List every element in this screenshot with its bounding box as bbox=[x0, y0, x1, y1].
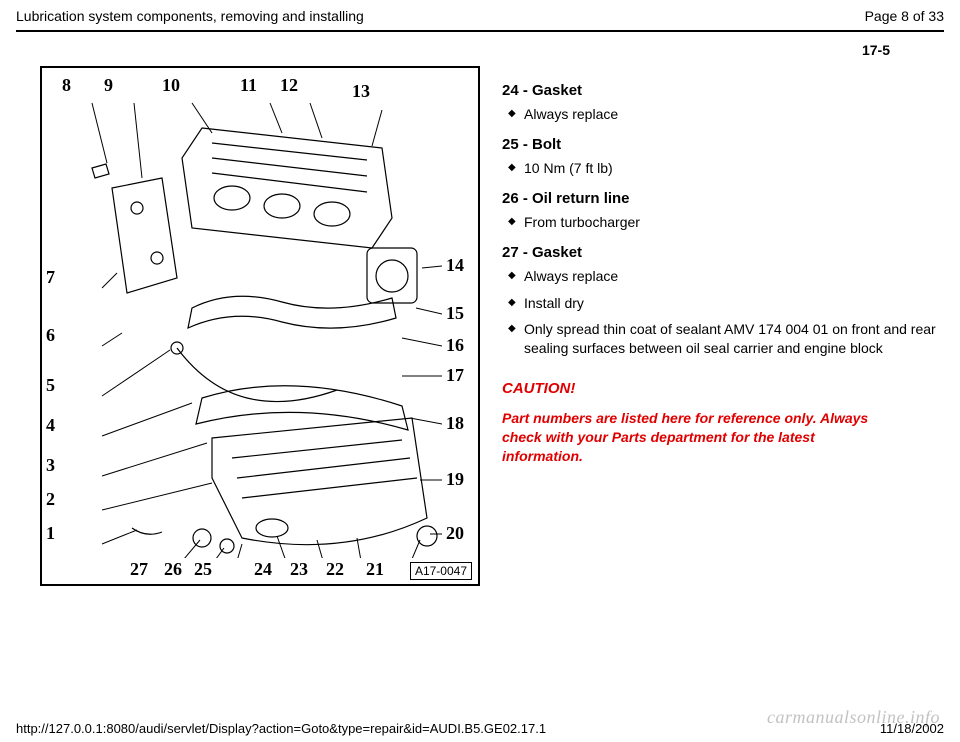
diagram-callout: 25 bbox=[194, 560, 212, 578]
section-number: 17-5 bbox=[0, 36, 960, 66]
part-heading: 25 - Bolt bbox=[502, 136, 940, 153]
diagram-callout: 21 bbox=[366, 560, 384, 578]
engine-sketch bbox=[82, 98, 442, 558]
footer-url: http://127.0.0.1:8080/audi/servlet/Displ… bbox=[16, 721, 546, 736]
parts-list-column: 24 - Gasket Always replace 25 - Bolt 10 Nm … bbox=[492, 66, 940, 586]
part-note: Always replace bbox=[502, 105, 940, 124]
diagram-callout: 4 bbox=[46, 416, 55, 434]
page-footer: http://127.0.0.1:8080/audi/servlet/Displ… bbox=[0, 717, 960, 742]
diagram-callout: 18 bbox=[446, 414, 464, 432]
diagram-callout: 11 bbox=[240, 76, 257, 94]
diagram-callout: 9 bbox=[104, 76, 113, 94]
part-note: 10 Nm (7 ft lb) bbox=[502, 159, 940, 178]
diagram-callout: 24 bbox=[254, 560, 272, 578]
exploded-diagram: A17-0047 8910111213765432114151617181920… bbox=[40, 66, 480, 586]
part-note: Install dry bbox=[502, 294, 940, 313]
caution-heading: CAUTION! bbox=[502, 380, 940, 397]
diagram-callout: 27 bbox=[130, 560, 148, 578]
diagram-callout: 20 bbox=[446, 524, 464, 542]
diagram-callout: 14 bbox=[446, 256, 464, 274]
diagram-callout: 13 bbox=[352, 82, 370, 100]
diagram-callout: 8 bbox=[62, 76, 71, 94]
diagram-callout: 15 bbox=[446, 304, 464, 322]
diagram-callout: 7 bbox=[46, 268, 55, 286]
footer-date: 11/18/2002 bbox=[880, 721, 944, 736]
part-note: Always replace bbox=[502, 267, 940, 286]
diagram-callout: 1 bbox=[46, 524, 55, 542]
diagram-callout: 19 bbox=[446, 470, 464, 488]
header-page-label: Page 8 of 33 bbox=[865, 8, 944, 24]
diagram-callout: 12 bbox=[280, 76, 298, 94]
diagram-column: A17-0047 8910111213765432114151617181920… bbox=[40, 66, 492, 586]
header-rule bbox=[16, 30, 944, 32]
part-note: From turbocharger bbox=[502, 213, 940, 232]
diagram-callout: 23 bbox=[290, 560, 308, 578]
diagram-callout: 2 bbox=[46, 490, 55, 508]
part-heading: 26 - Oil return line bbox=[502, 190, 940, 207]
part-heading: 24 - Gasket bbox=[502, 82, 940, 99]
parts-list: 24 - Gasket Always replace 25 - Bolt 10 Nm … bbox=[502, 82, 940, 358]
caution-block: CAUTION! Part numbers are listed here fo… bbox=[502, 380, 940, 466]
diagram-callout: 6 bbox=[46, 326, 55, 344]
diagram-callout: 3 bbox=[46, 456, 55, 474]
part-heading: 27 - Gasket bbox=[502, 244, 940, 261]
diagram-callout: 5 bbox=[46, 376, 55, 394]
page-header: Lubrication system components, removing … bbox=[0, 0, 960, 30]
header-title: Lubrication system components, removing … bbox=[16, 8, 364, 24]
diagram-callout: 26 bbox=[164, 560, 182, 578]
diagram-callout: 22 bbox=[326, 560, 344, 578]
caution-body: Part numbers are listed here for referen… bbox=[502, 409, 882, 466]
content-row: A17-0047 8910111213765432114151617181920… bbox=[0, 66, 960, 586]
diagram-callout: 17 bbox=[446, 366, 464, 384]
diagram-callout: 10 bbox=[162, 76, 180, 94]
part-note: Only spread thin coat of sealant AMV 174… bbox=[502, 320, 940, 358]
diagram-reference: A17-0047 bbox=[410, 562, 472, 580]
diagram-callout: 16 bbox=[446, 336, 464, 354]
